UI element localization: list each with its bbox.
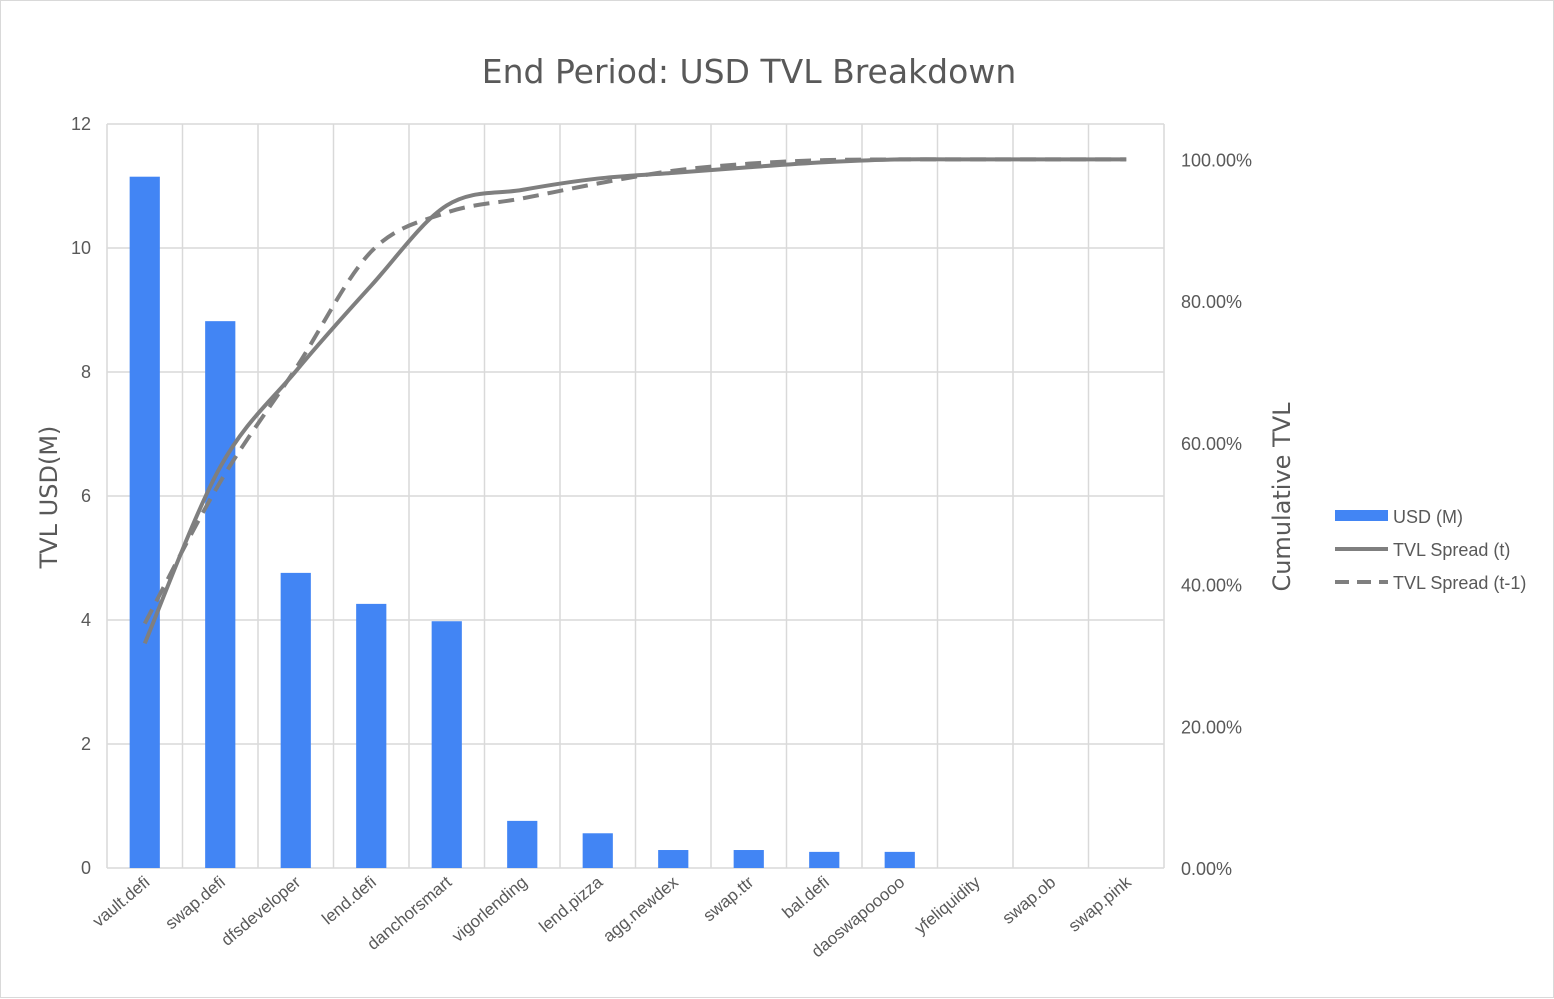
bar [280, 572, 311, 868]
category-label: yfeliquidity [911, 872, 984, 938]
legend-label-spread-t1: TVL Spread (t-1) [1393, 573, 1526, 593]
legend-label-spread-t: TVL Spread (t) [1393, 540, 1510, 560]
bar-series [129, 176, 915, 868]
y-tick-label: 10 [71, 238, 91, 258]
y2-tick-label: 60.00% [1181, 434, 1242, 454]
category-label: agg.newdex [599, 872, 682, 946]
bar [431, 621, 462, 868]
y2-tick-label: 0.00% [1181, 859, 1232, 879]
y2-axis-title: Cumulative TVL [1268, 402, 1296, 592]
bar [733, 850, 764, 868]
category-label: swap.pink [1065, 872, 1136, 935]
category-label: vault.defi [89, 873, 153, 931]
category-label: vigorlending [448, 873, 530, 946]
bar [205, 321, 236, 868]
bar [884, 851, 915, 868]
y-tick-label: 6 [81, 486, 91, 506]
y2-tick-label: 80.00% [1181, 292, 1242, 312]
category-label: lend.defi [318, 873, 379, 929]
category-label: dfsdeveloper [218, 872, 305, 949]
category-label: bal.defi [779, 873, 833, 923]
y2-tick-label: 20.00% [1181, 717, 1242, 737]
legend-label-usd: USD (M) [1393, 507, 1463, 527]
y-tick-label: 12 [71, 114, 91, 134]
y-tick-label: 4 [81, 610, 91, 630]
category-label: swap.defi [162, 873, 229, 934]
bar [582, 833, 613, 868]
category-label: swap.ttr [700, 872, 758, 925]
bar [507, 820, 538, 868]
line-spread-t [142, 157, 1127, 645]
tick-labels: 0 2 4 6 8 10 12 0.00% 20.00% 40.00% 60.00% 80.00% 10… [71, 114, 1252, 879]
y2-tick-label: 100.00% [1181, 150, 1252, 170]
line-series [142, 157, 1127, 645]
y-axis-title: TVL USD(M) [35, 426, 63, 570]
bar [658, 850, 689, 868]
legend: USD (M) TVL Spread (t) TVL Spread (t-1) [1335, 507, 1526, 593]
chart-title: End Period: USD TVL Breakdown [482, 52, 1016, 91]
bar [356, 603, 387, 868]
gridlines [106, 123, 1165, 869]
bar [129, 176, 160, 868]
y-tick-label: 2 [81, 734, 91, 754]
y-tick-label: 8 [81, 362, 91, 382]
y-tick-label: 0 [81, 858, 91, 878]
bar [809, 851, 840, 868]
y2-tick-label: 40.00% [1181, 576, 1242, 596]
legend-swatch-usd [1335, 510, 1388, 521]
category-label: lend.pizza [535, 872, 606, 936]
category-label: swap.ob [999, 873, 1060, 928]
